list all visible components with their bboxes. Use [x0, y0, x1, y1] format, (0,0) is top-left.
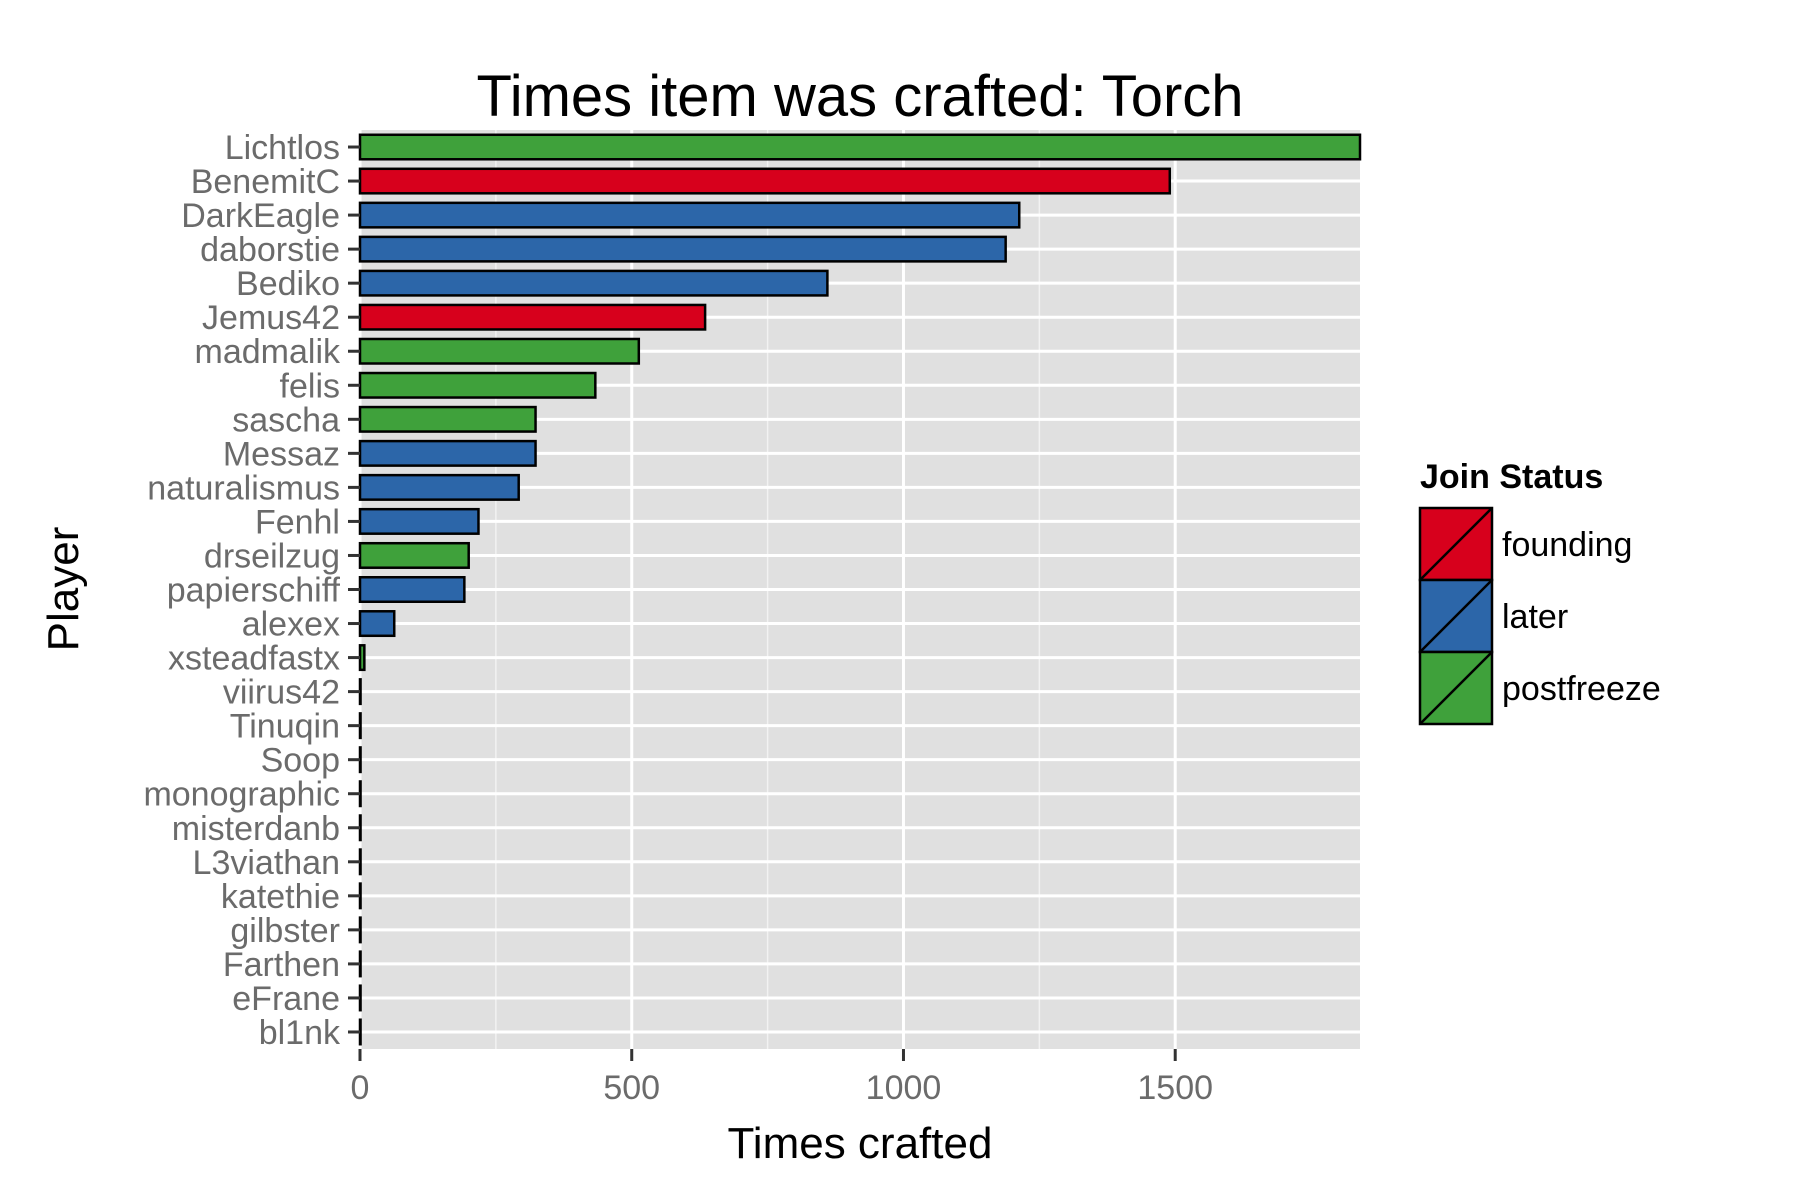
bar	[358, 575, 466, 604]
y-tick-label: alexex	[242, 606, 340, 644]
bar	[358, 678, 362, 706]
y-tick-label: Jemus42	[202, 299, 340, 337]
bar	[358, 235, 1007, 263]
bar	[358, 303, 707, 331]
bar	[358, 473, 520, 501]
y-tick-label: L3viathan	[193, 844, 340, 882]
y-tick-label: DarkEagle	[181, 197, 340, 235]
y-tick-label: misterdanb	[172, 810, 340, 848]
bar	[358, 916, 362, 944]
bar	[358, 133, 1362, 161]
bar	[358, 201, 1021, 229]
bar	[358, 167, 1172, 195]
bar	[358, 541, 470, 569]
legend-keys: founding later postfreeze	[1418, 506, 1661, 726]
y-tick-label: Tinuqin	[230, 708, 340, 746]
y-tick-label: Farthen	[223, 946, 340, 984]
bar	[358, 984, 362, 1012]
y-tick-label: katethie	[221, 878, 340, 916]
y-tick-label: Messaz	[223, 435, 340, 473]
legend-key-slash	[1419, 507, 1493, 581]
bar	[358, 269, 829, 297]
y-tick-label: Soop	[261, 742, 340, 780]
bar	[358, 848, 362, 876]
bar	[358, 644, 366, 672]
y-tick-label: Lichtlos	[225, 129, 340, 167]
bar	[358, 610, 396, 638]
x-tick-label: 0	[351, 1069, 370, 1107]
chart-title: Times item was crafted: Torch	[476, 64, 1243, 129]
legend-label: founding	[1502, 526, 1632, 564]
x-tick-label: 1500	[1137, 1069, 1213, 1107]
y-tick-label: gilbster	[230, 912, 340, 950]
bar	[358, 337, 641, 365]
y-axis: LichtlosBenemitCDarkEagledaborstieBediko…	[143, 129, 360, 1052]
bar	[358, 746, 362, 774]
y-tick-label: Bediko	[236, 265, 340, 303]
legend: Join Status founding later postfreeze	[1418, 458, 1661, 726]
y-tick-label: bl1nk	[259, 1014, 341, 1052]
legend-title: Join Status	[1420, 458, 1603, 496]
bar	[358, 371, 597, 399]
y-tick-label: naturalismus	[147, 469, 340, 507]
y-tick-label: madmalik	[195, 333, 341, 371]
y-tick-label: monographic	[143, 776, 340, 814]
y-tick-label: xsteadfastx	[168, 640, 340, 678]
y-tick-label: daborstie	[200, 231, 340, 269]
legend-key-slash	[1419, 651, 1493, 725]
bars	[358, 133, 1362, 1046]
bar	[358, 1018, 362, 1046]
legend-label: later	[1502, 598, 1568, 636]
x-tick-label: 1000	[866, 1069, 942, 1107]
y-tick-label: eFrane	[232, 980, 340, 1018]
y-tick-label: felis	[280, 367, 340, 405]
y-tick-label: viirus42	[223, 674, 340, 712]
bar	[358, 882, 362, 910]
y-tick-label: BenemitC	[191, 163, 340, 201]
legend-label: postfreeze	[1502, 670, 1661, 708]
x-axis: 0 500 1000 1500	[351, 1049, 1213, 1107]
legend-key-slash	[1419, 579, 1493, 653]
y-tick-label: sascha	[232, 401, 340, 439]
y-axis-title: Player	[39, 527, 88, 652]
bar	[358, 780, 362, 808]
bar	[358, 405, 537, 433]
bar	[358, 507, 480, 535]
bar	[358, 814, 362, 842]
x-tick-label: 500	[603, 1069, 660, 1107]
y-tick-label: Fenhl	[255, 503, 340, 541]
bar	[358, 439, 537, 467]
bar	[358, 950, 362, 978]
y-tick-label: drseilzug	[204, 537, 340, 575]
bar	[358, 712, 362, 740]
x-axis-title: Times crafted	[728, 1119, 993, 1168]
y-tick-label: papierschiff	[167, 572, 341, 610]
